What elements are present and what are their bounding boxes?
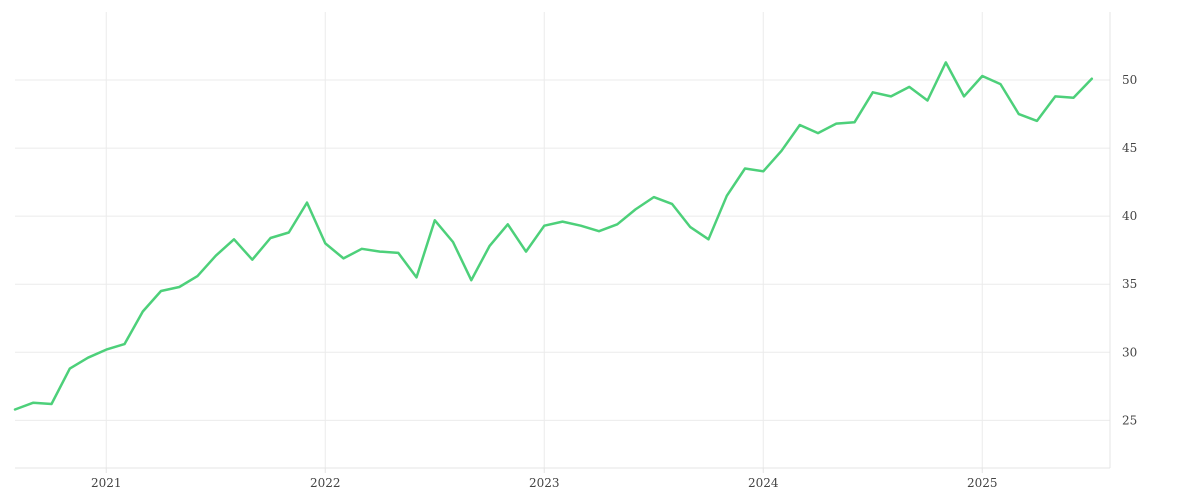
series-layer [13, 61, 1094, 411]
x-tick-label: 2021 [91, 476, 122, 490]
y-tick-label: 50 [1122, 73, 1137, 87]
y-tick-label: 30 [1122, 345, 1137, 359]
x-tick-label: 2023 [529, 476, 560, 490]
x-tick-label: 2024 [748, 476, 779, 490]
y-tick-label: 25 [1122, 413, 1137, 427]
tick-labels: 25 30 35 40 45 50 2021 2022 2023 2024 2025 [91, 73, 1137, 490]
x-tick-label: 2022 [310, 476, 341, 490]
y-tick-label: 35 [1122, 277, 1137, 291]
series-line [13, 61, 1094, 411]
y-tick-label: 40 [1122, 209, 1137, 223]
x-tick-label: 2025 [967, 476, 998, 490]
axes [15, 12, 1111, 473]
y-tick-label: 45 [1122, 141, 1137, 155]
grid [15, 12, 1110, 468]
